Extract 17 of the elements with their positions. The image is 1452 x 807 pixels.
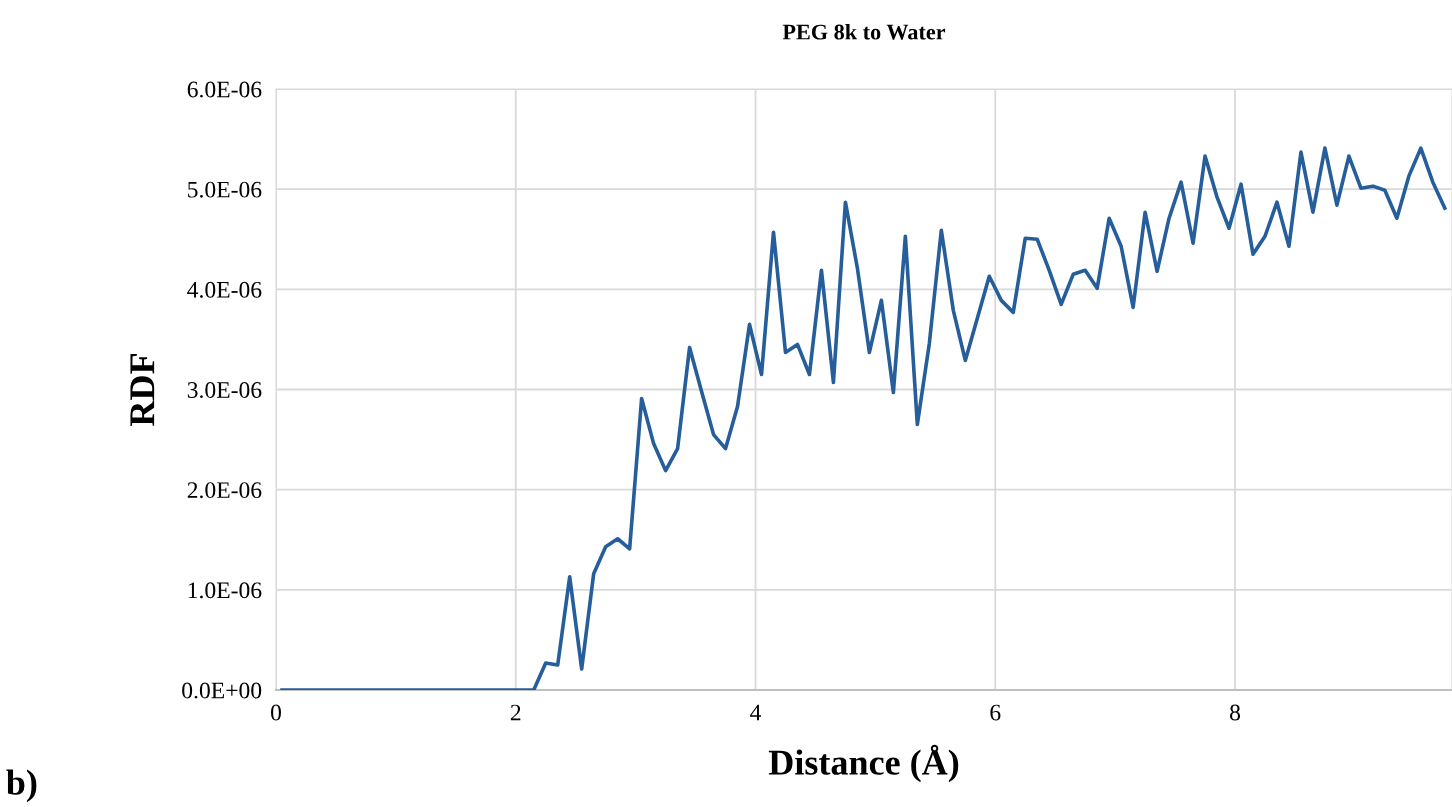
text: b)	[6, 769, 37, 803]
line-series	[280, 146, 1447, 690]
y-tick-label: 5.0E-06	[188, 181, 262, 198]
x-tick-label: 4	[750, 704, 762, 721]
x-tick-label: 8	[1230, 704, 1241, 721]
y-axis-title: RDF	[130, 354, 155, 426]
x-tick-label: 6	[990, 704, 1001, 721]
y-tick-label: 4.0E-06	[187, 281, 262, 298]
chart-title: PEG 8k to Water	[782, 23, 946, 40]
x-tick-label: 2	[510, 704, 521, 721]
y-tick-label: 2.0E-06	[187, 482, 262, 499]
y-tick-label: 6.0E-06	[187, 81, 262, 98]
x-axis-title: Distance (Å)	[768, 744, 959, 783]
y-tick-label: 1.0E-06	[188, 582, 262, 599]
y-tick-label: 0.0E+00	[182, 682, 262, 699]
x-tick-label: 0	[271, 704, 281, 721]
y-tick-label: 3.0E-06	[187, 381, 262, 399]
